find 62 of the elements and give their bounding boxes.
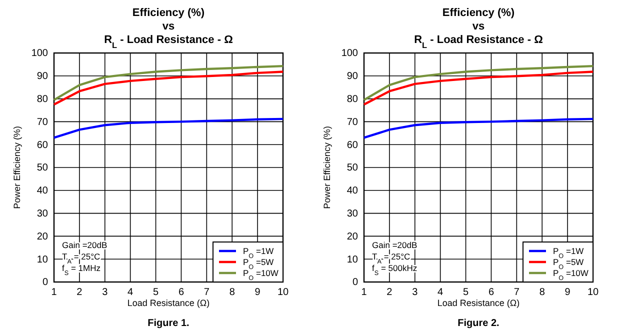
y-tick-label: 20 bbox=[36, 231, 48, 242]
x-tick-label: 7 bbox=[514, 287, 520, 298]
y-tick-label: 10 bbox=[346, 254, 358, 266]
x-tick-label: 9 bbox=[564, 287, 571, 298]
y-tick-label: 80 bbox=[346, 94, 358, 105]
y-tick-label: 100 bbox=[31, 48, 48, 60]
x-tick-label: 10 bbox=[587, 287, 599, 298]
x-tick-label: 10 bbox=[277, 287, 289, 298]
y-tick-label: 60 bbox=[36, 140, 48, 151]
x-tick-label: 2 bbox=[386, 287, 393, 298]
x-tick-label: 4 bbox=[438, 287, 444, 298]
y-axis-title: Power Efficiency (%) bbox=[12, 126, 22, 209]
line-series bbox=[52, 118, 284, 139]
x-tick-label: 6 bbox=[178, 287, 184, 298]
x-axis-title: Load Resistance (Ω) bbox=[437, 298, 520, 308]
legend-label: P$_{O}$ =1W bbox=[553, 246, 584, 260]
x-tick-label: 5 bbox=[462, 287, 469, 298]
line-series bbox=[362, 64, 594, 102]
x-tick-label: 4 bbox=[128, 287, 134, 298]
y-tick-label: 0 bbox=[42, 277, 48, 288]
x-tick-label: 5 bbox=[152, 287, 159, 298]
legend-label: P$_{O}$ =5W bbox=[243, 257, 274, 270]
y-tick-label: 50 bbox=[36, 162, 48, 174]
legend-label: P$_{O}$ =10W bbox=[243, 268, 278, 282]
x-tick-label: 9 bbox=[254, 287, 261, 298]
x-tick-label: 3 bbox=[412, 287, 418, 298]
y-tick-label: 80 bbox=[36, 94, 48, 105]
legend-label: P$_{O}$ =5W bbox=[553, 257, 584, 270]
x-tick-label: 8 bbox=[539, 287, 546, 298]
caption: Figure 2. bbox=[458, 318, 500, 329]
line-series bbox=[52, 70, 284, 106]
chart-title: Efficiency (%) vs R$_{L}$ - Load Resistance - Ω bbox=[414, 7, 543, 50]
legend-label: P$_{O}$ =1W bbox=[243, 246, 274, 260]
x-tick-label: 6 bbox=[488, 287, 494, 298]
y-tick-label: 60 bbox=[346, 140, 358, 151]
y-tick-label: 0 bbox=[352, 277, 358, 288]
x-tick-label: 3 bbox=[102, 287, 108, 298]
y-tick-label: 10 bbox=[36, 254, 48, 266]
y-tick-label: 50 bbox=[346, 162, 358, 174]
y-tick-label: 40 bbox=[346, 186, 358, 197]
x-tick-label: 8 bbox=[229, 287, 236, 298]
caption: Figure 1. bbox=[148, 318, 190, 329]
y-axis-title: Power Efficiency (%) bbox=[322, 126, 332, 209]
line-series bbox=[362, 118, 594, 139]
x-tick-label: 1 bbox=[361, 287, 368, 298]
y-tick-label: 100 bbox=[341, 48, 358, 60]
line-series bbox=[362, 70, 594, 106]
y-tick-label: 90 bbox=[36, 71, 48, 82]
y-tick-label: 70 bbox=[36, 116, 48, 128]
y-tick-label: 70 bbox=[346, 116, 358, 128]
x-tick-label: 1 bbox=[51, 287, 58, 298]
y-tick-label: 20 bbox=[346, 231, 358, 242]
line-series bbox=[52, 64, 284, 102]
y-tick-label: 30 bbox=[36, 208, 48, 220]
y-tick-label: 40 bbox=[36, 186, 48, 197]
chart-title: Efficiency (%) vs R$_{L}$ - Load Resistance - Ω bbox=[104, 7, 233, 50]
x-axis-title: Load Resistance (Ω) bbox=[127, 298, 210, 308]
x-tick-label: 2 bbox=[76, 287, 83, 298]
legend-label: P$_{O}$ =10W bbox=[553, 268, 588, 282]
x-tick-label: 7 bbox=[204, 287, 210, 298]
y-tick-label: 30 bbox=[346, 208, 358, 220]
y-tick-label: 90 bbox=[346, 71, 358, 82]
